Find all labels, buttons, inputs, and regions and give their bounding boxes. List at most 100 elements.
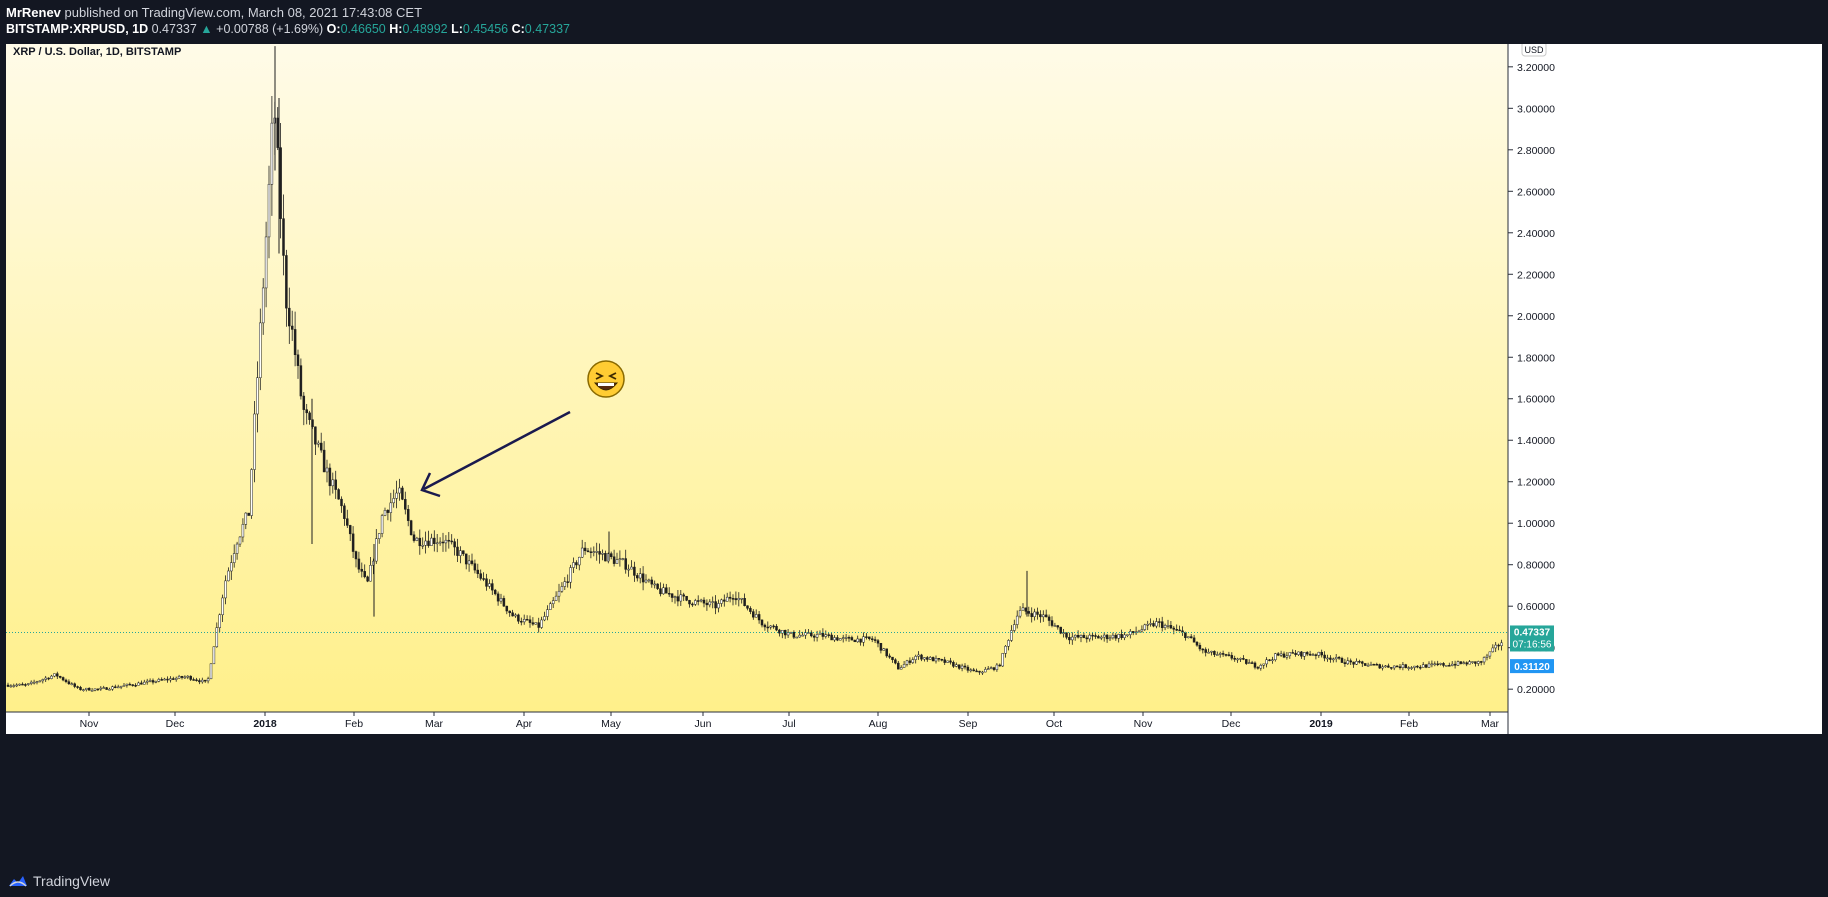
candle-down [1242, 658, 1245, 660]
candle-up [717, 603, 720, 609]
candle-up [1216, 654, 1219, 656]
candle-up [331, 479, 335, 487]
candle-up [270, 122, 274, 185]
candle-up [392, 498, 395, 504]
candle-down [134, 684, 137, 687]
candle-down [873, 639, 877, 641]
candle-down [641, 573, 645, 583]
candle-down [1305, 652, 1309, 655]
candle-up [116, 686, 120, 689]
candle-up [122, 685, 126, 687]
candle-down [1184, 632, 1187, 639]
candle-up [856, 638, 859, 643]
candle-up [546, 609, 549, 617]
candle-up [1079, 634, 1083, 638]
x-tick-label: Jun [695, 718, 712, 730]
candle-up [911, 659, 915, 663]
candle-up [1053, 625, 1057, 627]
candle-up [720, 599, 723, 604]
candle-up [989, 667, 993, 669]
candle-up [1346, 660, 1350, 665]
candle-up [1218, 653, 1222, 655]
candle-down [879, 642, 883, 651]
candle-up [902, 664, 906, 668]
candle-up [673, 596, 677, 598]
candle-down [67, 681, 71, 685]
chart-area[interactable]: 3.20000 3.00000 2.80000 2.60000 2.40000 2.200… [6, 41, 1822, 866]
x-tick-label: Aug [869, 718, 888, 730]
candle-down [1152, 623, 1155, 627]
x-tick-label: 2018 [253, 718, 277, 730]
candle-up [221, 597, 224, 616]
author-name[interactable]: MrRenev [6, 5, 61, 20]
candle-up [554, 595, 558, 601]
candle-down [322, 449, 326, 473]
symbol-label: BITSTAMP:XRPUSD, 1D [6, 22, 149, 36]
candle-up [549, 603, 552, 610]
candle-up [1326, 657, 1329, 660]
candle-down [1320, 651, 1323, 656]
candle-up [218, 614, 221, 628]
candle-down [966, 666, 970, 671]
candle-down [473, 563, 477, 571]
y-tick-label: 1.20000 [1517, 477, 1555, 489]
tradingview-brand[interactable]: TradingView [8, 873, 110, 889]
candle-down [418, 537, 422, 547]
candle-up [499, 598, 503, 602]
x-tick-label: Mar [1481, 718, 1500, 730]
marker-price-label: 0.31120 [1514, 662, 1550, 673]
candle-up [1137, 630, 1141, 633]
candle-down [282, 218, 285, 256]
y-tick-label: 2.40000 [1517, 228, 1555, 240]
candle-down [682, 594, 685, 597]
candle-up [1265, 659, 1268, 665]
candle-up [995, 664, 999, 670]
candle-up [9, 685, 13, 688]
candle-up [256, 377, 259, 415]
candle-down [940, 659, 944, 661]
candle-up [1285, 655, 1289, 658]
candle-down [868, 636, 871, 639]
candle-up [1166, 625, 1170, 627]
candle-up [807, 632, 810, 634]
candle-up [711, 601, 714, 603]
candle-down [1352, 661, 1355, 665]
annotation-arrowhead[interactable] [420, 472, 441, 498]
laughing-emoji-icon[interactable] [587, 360, 625, 398]
candle-down [728, 596, 732, 599]
candle-up [1259, 665, 1263, 669]
y-tick-label: 2.60000 [1517, 186, 1555, 198]
candle-down [609, 553, 613, 557]
candle-up [1013, 624, 1016, 631]
candle-down [1131, 631, 1135, 633]
candle-down [166, 678, 169, 681]
annotation-arrow-line[interactable] [423, 410, 571, 491]
candle-down [850, 637, 854, 641]
candle-up [754, 614, 758, 618]
candle-up [1392, 665, 1396, 669]
candle-up [137, 682, 140, 686]
candle-down [1094, 635, 1097, 637]
candle-up [560, 586, 564, 592]
candle-down [836, 637, 839, 641]
candle-up [801, 634, 804, 637]
price-chart[interactable]: 3.20000 3.00000 2.80000 2.60000 2.40000 2.200… [6, 41, 1822, 866]
candle-up [1401, 664, 1405, 668]
candle-down [299, 365, 303, 397]
candle-up [44, 677, 47, 680]
y-tick-label: 1.60000 [1517, 394, 1555, 406]
candle-up [238, 536, 242, 545]
candle-down [476, 569, 480, 574]
candle-up [1062, 632, 1065, 634]
candle-up [630, 566, 633, 570]
candle-up [569, 567, 572, 583]
candle-up [1297, 651, 1300, 655]
publish-line: MrRenev published on TradingView.com, Ma… [6, 5, 422, 20]
candle-down [1227, 654, 1231, 656]
candle-up [1410, 667, 1413, 669]
y-tick-label: 2.20000 [1517, 269, 1555, 281]
candle-down [453, 541, 456, 548]
candle-down [810, 632, 813, 637]
candle-down [285, 255, 288, 309]
candle-down [1282, 653, 1286, 658]
